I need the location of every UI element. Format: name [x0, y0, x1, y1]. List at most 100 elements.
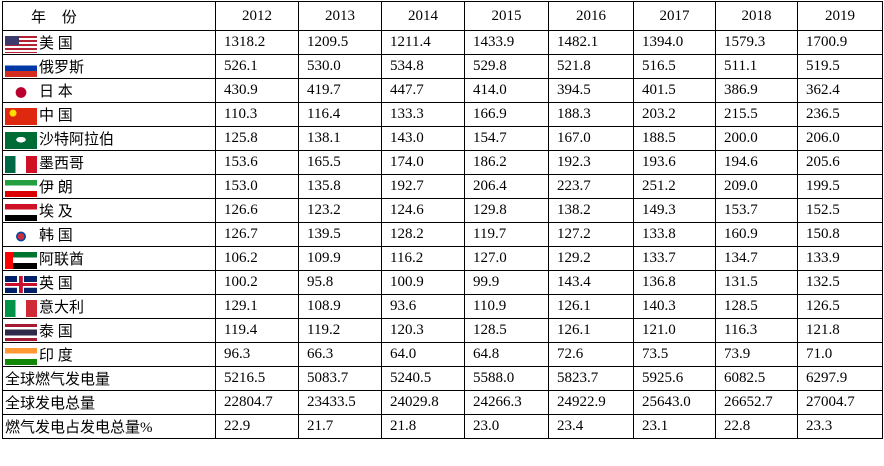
data-table: 年 份 2012 2013 2014 2015 2016 2017 2018 2019 美 国 13… [2, 1, 883, 439]
table-body: 年 份 2012 2013 2014 2015 2016 2017 2018 2019 美 国 13… [2, 1, 883, 439]
table-row: 泰 国 119.4 119.2 120.3 128.5 126.1 121.0 116.3 12… [2, 318, 883, 343]
table-row: 伊 朗 153.0 135.8 192.7 206.4 223.7 251.2 209.0 19… [2, 174, 883, 199]
cell: 143.0 [381, 126, 465, 151]
header-cell: 2014 [381, 1, 465, 31]
cell: 116.3 [715, 318, 798, 343]
cell: 138.2 [548, 198, 634, 223]
cell: 23.0 [464, 414, 549, 439]
table-row: 中 国 110.3 116.4 133.3 166.9 188.3 203.2 215.5 23… [2, 102, 883, 127]
row-label: 英 国 [2, 270, 216, 295]
table-row: 俄罗斯 526.1 530.0 534.8 529.8 521.8 516.5 511.1 51… [2, 54, 883, 79]
table-row: 燃气发电占发电总量% 22.9 21.7 21.8 23.0 23.4 23.1 22.8 23… [2, 414, 883, 439]
cell: 188.5 [633, 126, 716, 151]
cell: 99.9 [464, 270, 549, 295]
cell: 362.4 [797, 78, 883, 103]
row-label-text: 燃气发电占发电总量% [5, 420, 153, 436]
table-row: 埃 及 126.6 123.2 124.6 129.8 138.2 149.3 153.7 15… [2, 198, 883, 223]
cell: 1318.2 [215, 30, 299, 55]
cell: 119.2 [298, 318, 382, 343]
cell: 205.6 [797, 150, 883, 175]
cell: 209.0 [715, 174, 798, 199]
cell: 23.4 [548, 414, 634, 439]
cell: 22.9 [215, 414, 299, 439]
row-label: 俄罗斯 [2, 54, 216, 79]
cell: 447.7 [381, 78, 465, 103]
header-cell: 2015 [464, 1, 549, 31]
cell: 24029.8 [381, 390, 465, 415]
cell: 126.5 [797, 294, 883, 319]
flag-icon [5, 276, 37, 294]
row-label-text: 中 国 [39, 107, 73, 124]
cell: 215.5 [715, 102, 798, 127]
row-label: 阿联酋 [2, 246, 216, 271]
cell: 154.7 [464, 126, 549, 151]
cell: 511.1 [715, 54, 798, 79]
cell: 127.0 [464, 246, 549, 271]
cell: 203.2 [633, 102, 716, 127]
cell: 100.2 [215, 270, 299, 295]
cell: 132.5 [797, 270, 883, 295]
cell: 72.6 [548, 342, 634, 367]
cell: 125.8 [215, 126, 299, 151]
cell: 526.1 [215, 54, 299, 79]
flag-icon [5, 84, 37, 102]
cell: 1700.9 [797, 30, 883, 55]
cell: 23.3 [797, 414, 883, 439]
cell: 167.0 [548, 126, 634, 151]
cell: 66.3 [298, 342, 382, 367]
row-label-text: 阿联酋 [39, 251, 85, 268]
row-label: 中 国 [2, 102, 216, 127]
cell: 121.0 [633, 318, 716, 343]
table-row: 美 国 1318.2 1209.5 1211.4 1433.9 1482.1 1394.0 1… [2, 30, 883, 55]
flag-icon [5, 324, 37, 342]
cell: 139.5 [298, 222, 382, 247]
cell: 133.3 [381, 102, 465, 127]
row-label-text: 全球燃气发电量 [5, 372, 111, 388]
cell: 119.4 [215, 318, 299, 343]
table-row: 全球燃气发电量 5216.5 5083.7 5240.5 5588.0 5823.7 592… [2, 366, 883, 391]
flag-icon [5, 204, 37, 222]
row-label: 日 本 [2, 78, 216, 103]
cell: 414.0 [464, 78, 549, 103]
cell: 108.9 [298, 294, 382, 319]
cell: 5823.7 [548, 366, 634, 391]
cell: 1579.3 [715, 30, 798, 55]
cell: 23433.5 [298, 390, 382, 415]
cell: 133.9 [797, 246, 883, 271]
flag-icon [5, 300, 37, 318]
cell: 26652.7 [715, 390, 798, 415]
cell: 186.2 [464, 150, 549, 175]
cell: 73.5 [633, 342, 716, 367]
cell: 6297.9 [797, 366, 883, 391]
row-label: 燃气发电占发电总量% [2, 414, 216, 439]
cell: 22.8 [715, 414, 798, 439]
cell: 110.3 [215, 102, 299, 127]
cell: 206.0 [797, 126, 883, 151]
table-row: 韩 国 126.7 139.5 128.2 119.7 127.2 133.8 160.9 15… [2, 222, 883, 247]
cell: 127.2 [548, 222, 634, 247]
cell: 123.2 [298, 198, 382, 223]
cell: 106.2 [215, 246, 299, 271]
row-label: 墨西哥 [2, 150, 216, 175]
cell: 394.5 [548, 78, 634, 103]
cell: 6082.5 [715, 366, 798, 391]
row-label: 埃 及 [2, 198, 216, 223]
cell: 64.8 [464, 342, 549, 367]
cell: 199.5 [797, 174, 883, 199]
row-label-text: 日 本 [39, 83, 73, 100]
cell: 129.8 [464, 198, 549, 223]
cell: 143.4 [548, 270, 634, 295]
cell: 166.9 [464, 102, 549, 127]
row-label: 泰 国 [2, 318, 216, 343]
cell: 120.3 [381, 318, 465, 343]
cell: 140.3 [633, 294, 716, 319]
cell: 138.1 [298, 126, 382, 151]
flag-icon [5, 60, 37, 78]
table-row: 英 国 100.2 95.8 100.9 99.9 143.4 136.8 131.5 132.… [2, 270, 883, 295]
cell: 27004.7 [797, 390, 883, 415]
cell: 5925.6 [633, 366, 716, 391]
row-label-text: 美 国 [39, 35, 73, 52]
cell: 129.2 [548, 246, 634, 271]
cell: 1433.9 [464, 30, 549, 55]
cell: 128.5 [464, 318, 549, 343]
